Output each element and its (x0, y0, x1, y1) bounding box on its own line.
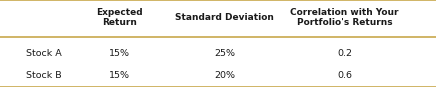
Text: Standard Deviation: Standard Deviation (175, 13, 274, 22)
Text: Expected
Return: Expected Return (97, 8, 143, 27)
Text: 0.2: 0.2 (337, 49, 352, 58)
Text: 15%: 15% (109, 49, 130, 58)
Text: Stock B: Stock B (26, 71, 62, 80)
Text: Correlation with Your
Portfolio's Returns: Correlation with Your Portfolio's Return… (290, 8, 399, 27)
Text: 20%: 20% (214, 71, 235, 80)
Text: 15%: 15% (109, 71, 130, 80)
Text: Stock A: Stock A (26, 49, 62, 58)
Text: 25%: 25% (214, 49, 235, 58)
Text: 0.6: 0.6 (337, 71, 352, 80)
